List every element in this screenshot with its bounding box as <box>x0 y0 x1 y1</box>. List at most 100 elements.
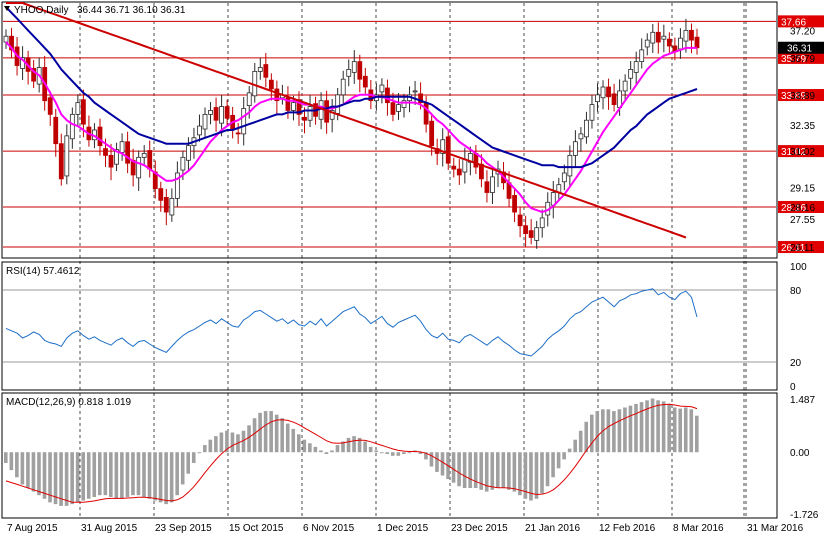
macd-bar <box>573 439 577 453</box>
candle-body <box>103 148 108 156</box>
macd-tick-label: 1.487 <box>790 395 815 406</box>
candle-body <box>401 100 407 108</box>
macd-bar <box>490 452 495 490</box>
macd-bar <box>363 441 367 453</box>
macd-bar <box>291 428 296 453</box>
candle-body <box>694 36 700 49</box>
macd-bar <box>634 403 638 453</box>
macd-bar <box>578 430 583 453</box>
candle-body <box>534 227 540 241</box>
y-tick-label: 29.15 <box>790 184 815 195</box>
macd-bar <box>512 452 517 492</box>
candle-body <box>523 225 529 234</box>
macd-bar <box>567 448 572 453</box>
y-tick-label: 37.20 <box>790 26 815 37</box>
macd-bar <box>656 400 660 453</box>
candle-body <box>517 214 523 227</box>
macd-bar <box>319 450 323 453</box>
macd-bar <box>208 439 213 453</box>
macd-bar <box>75 452 80 503</box>
macd-bar <box>689 409 694 453</box>
macd-bar <box>125 452 130 497</box>
candle-body <box>335 94 341 114</box>
macd-bar <box>186 452 191 474</box>
candle-body <box>158 188 164 201</box>
macd-bar <box>545 452 550 487</box>
macd-bar <box>435 452 439 472</box>
price-level-value: 37.66 <box>781 17 806 28</box>
macd-bar <box>479 452 484 490</box>
macd-bar <box>274 414 279 453</box>
macd-bar <box>402 452 406 455</box>
macd-bar <box>429 452 434 467</box>
macd-bar <box>15 452 19 478</box>
candle-body <box>528 230 534 238</box>
candle-body <box>197 125 202 136</box>
price-level-value: 26.11 <box>781 243 806 254</box>
candle-body <box>362 75 368 88</box>
candle-body <box>224 106 230 119</box>
macd-bar <box>136 452 141 496</box>
candle-body <box>80 99 86 125</box>
candle-body <box>390 102 396 115</box>
macd-bar <box>650 398 655 453</box>
chevron-down-icon[interactable] <box>4 6 10 11</box>
candle-body <box>440 139 446 154</box>
candle-body <box>47 97 53 115</box>
candle-body <box>678 37 683 50</box>
macd-bar <box>418 452 423 455</box>
macd-bar <box>308 443 312 453</box>
macd-bar <box>495 452 500 489</box>
macd-bar <box>556 452 561 469</box>
macd-bar <box>120 452 124 499</box>
candle-body <box>136 156 142 179</box>
macd-bar <box>606 409 611 453</box>
rsi-panel[interactable] <box>1 261 778 391</box>
rsi-layer <box>3 288 776 363</box>
x-tick-label: 8 Mar 2016 <box>673 523 724 534</box>
candle-body <box>561 172 567 183</box>
macd-bar <box>219 432 224 453</box>
candle-body <box>302 116 307 121</box>
macd-bar <box>4 452 8 463</box>
price-panel[interactable] <box>1 1 778 259</box>
macd-bar <box>97 452 102 496</box>
candle-body <box>445 136 451 164</box>
candle-body <box>274 88 280 102</box>
candle-body <box>268 79 274 90</box>
candle-body <box>484 181 490 193</box>
macd-bar <box>617 409 622 453</box>
macd-bar <box>628 405 633 453</box>
rsi-title: RSI(14) 57.4612 <box>6 266 80 277</box>
candle-body <box>633 61 639 73</box>
macd-bar <box>678 408 683 453</box>
x-tick-label: 31 Aug 2015 <box>81 523 138 534</box>
macd-bar <box>296 434 301 453</box>
candle-body <box>655 31 661 43</box>
candle-body <box>186 145 191 161</box>
price-level-value: 28.16 <box>781 203 806 214</box>
candle-body <box>3 35 9 43</box>
macd-tick-label: 0.00 <box>790 448 810 459</box>
rsi-tick-label: 100 <box>790 262 807 273</box>
macd-bar <box>468 452 472 489</box>
candle-body <box>64 135 70 177</box>
macd-bar <box>534 452 539 499</box>
x-tick-label: 12 Feb 2016 <box>599 523 656 534</box>
macd-bar <box>589 414 594 453</box>
candle-body <box>396 104 401 112</box>
macd-bar <box>661 401 666 453</box>
macd-bar <box>64 452 69 506</box>
candle-body <box>9 35 14 51</box>
candle-body <box>456 168 462 176</box>
macd-bar <box>672 407 677 453</box>
macd-bar <box>153 452 157 501</box>
macd-panel[interactable] <box>1 392 778 519</box>
candle-body <box>263 64 269 78</box>
y-tick-label: 28.16 <box>790 203 815 214</box>
rsi-line <box>5 288 698 357</box>
macd-bar <box>595 411 600 453</box>
x-tick-label: 31 Mar 2016 <box>747 523 804 534</box>
